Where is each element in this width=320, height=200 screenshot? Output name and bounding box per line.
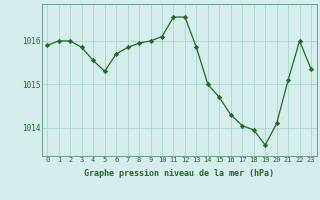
X-axis label: Graphe pression niveau de la mer (hPa): Graphe pression niveau de la mer (hPa) bbox=[84, 169, 274, 178]
